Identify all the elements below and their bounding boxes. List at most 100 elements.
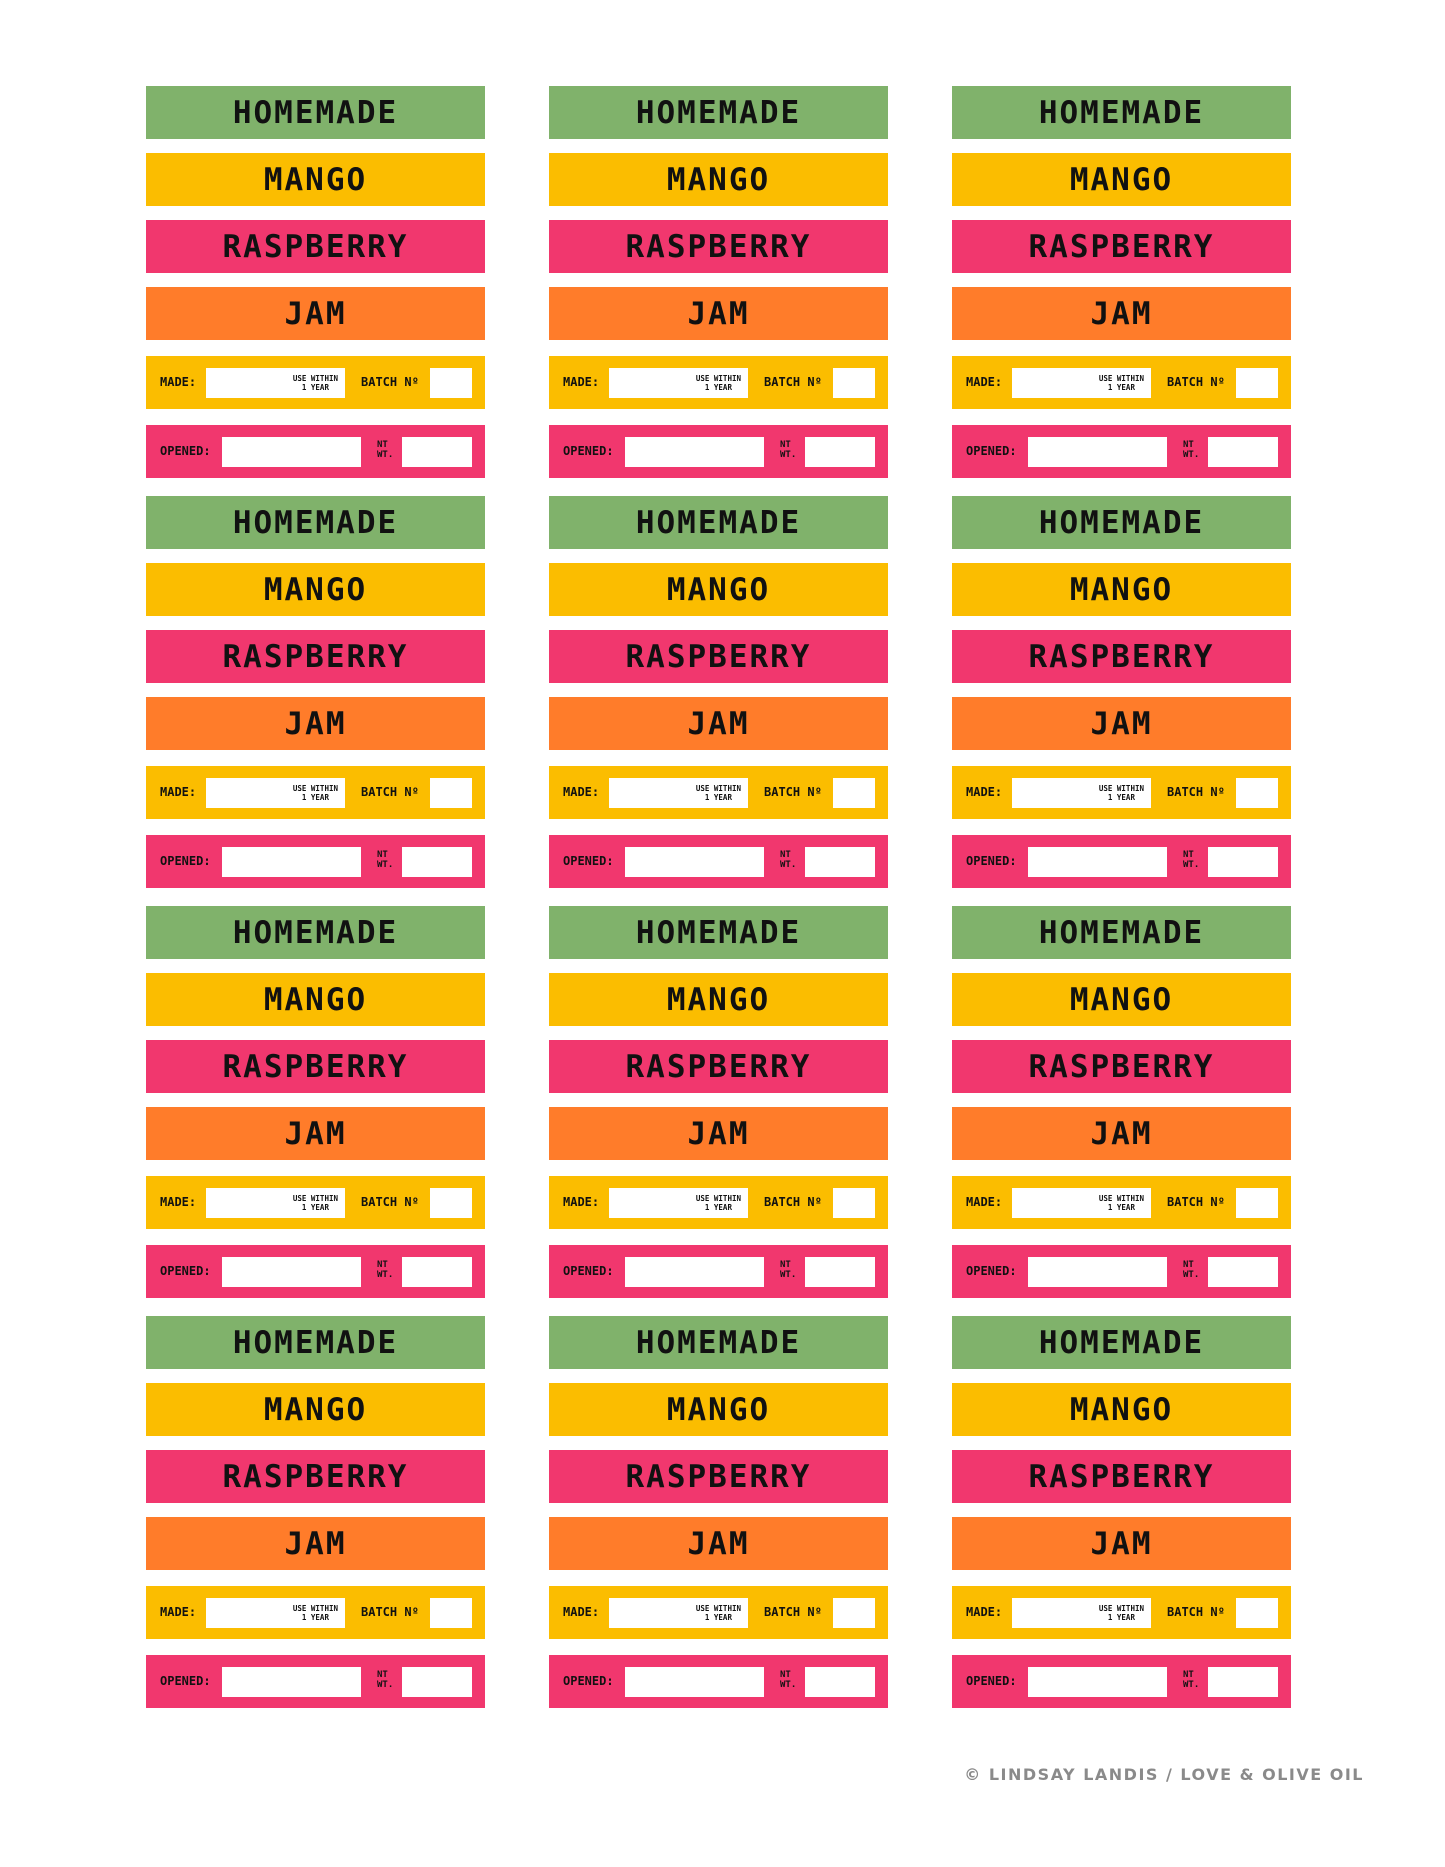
made-date-field[interactable]: USE WITHIN 1 YEAR bbox=[206, 1598, 345, 1628]
net-weight-field[interactable] bbox=[1208, 437, 1278, 467]
nt-text: NT bbox=[1183, 440, 1194, 450]
mango-band: MANGO bbox=[549, 563, 888, 616]
use-within-line1: USE WITHIN bbox=[1098, 1194, 1144, 1203]
opened-date-field[interactable] bbox=[222, 437, 361, 467]
use-within-line2: 1 YEAR bbox=[1107, 383, 1135, 392]
net-weight-field[interactable] bbox=[402, 1667, 472, 1697]
batch-number-field[interactable] bbox=[1236, 368, 1278, 398]
mango-text: MANGO bbox=[263, 571, 368, 608]
nt-text: NT bbox=[780, 850, 791, 860]
batch-number-field[interactable] bbox=[833, 1188, 875, 1218]
made-date-field[interactable]: USE WITHIN 1 YEAR bbox=[609, 368, 748, 398]
opened-label: OPENED: bbox=[160, 1264, 211, 1278]
made-row: MADE: USE WITHIN 1 YEAR BATCH Nº bbox=[146, 1176, 485, 1229]
batch-number-field[interactable] bbox=[430, 1188, 472, 1218]
made-row: MADE: USE WITHIN 1 YEAR BATCH Nº bbox=[952, 1176, 1291, 1229]
opened-label: OPENED: bbox=[966, 444, 1017, 458]
use-within-line2: 1 YEAR bbox=[704, 793, 732, 802]
batch-number-field[interactable] bbox=[833, 778, 875, 808]
net-weight-field[interactable] bbox=[402, 847, 472, 877]
wt-text: WT. bbox=[780, 1680, 797, 1690]
use-within-line1: USE WITHIN bbox=[695, 1604, 741, 1613]
mango-band: MANGO bbox=[146, 153, 485, 206]
use-within-note: USE WITHIN 1 YEAR bbox=[696, 1194, 741, 1212]
made-row: MADE: USE WITHIN 1 YEAR BATCH Nº bbox=[952, 766, 1291, 819]
opened-date-field[interactable] bbox=[222, 1257, 361, 1287]
made-label: MADE: bbox=[966, 1195, 1003, 1209]
net-weight-field[interactable] bbox=[805, 847, 875, 877]
made-label: MADE: bbox=[966, 1605, 1003, 1619]
raspberry-band: RASPBERRY bbox=[952, 220, 1291, 273]
made-date-field[interactable]: USE WITHIN 1 YEAR bbox=[1012, 1188, 1151, 1218]
mango-text: MANGO bbox=[263, 981, 368, 1018]
wt-text: WT. bbox=[377, 1270, 394, 1280]
net-weight-field[interactable] bbox=[805, 1667, 875, 1697]
opened-date-field[interactable] bbox=[625, 1257, 764, 1287]
made-date-field[interactable]: USE WITHIN 1 YEAR bbox=[609, 1598, 748, 1628]
jam-text: JAM bbox=[1090, 1115, 1153, 1152]
opened-date-field[interactable] bbox=[222, 847, 361, 877]
opened-date-field[interactable] bbox=[1028, 1667, 1167, 1697]
opened-date-field[interactable] bbox=[625, 847, 764, 877]
net-weight-label: NT WT. bbox=[377, 440, 393, 460]
batch-number-field[interactable] bbox=[1236, 1188, 1278, 1218]
opened-date-field[interactable] bbox=[1028, 1257, 1167, 1287]
use-within-line1: USE WITHIN bbox=[1098, 1604, 1144, 1613]
made-date-field[interactable]: USE WITHIN 1 YEAR bbox=[206, 778, 345, 808]
made-date-field[interactable]: USE WITHIN 1 YEAR bbox=[1012, 1598, 1151, 1628]
made-date-field[interactable]: USE WITHIN 1 YEAR bbox=[1012, 778, 1151, 808]
batch-number-field[interactable] bbox=[1236, 778, 1278, 808]
batch-label: BATCH Nº bbox=[764, 785, 822, 799]
mango-text: MANGO bbox=[263, 161, 368, 198]
net-weight-field[interactable] bbox=[1208, 1667, 1278, 1697]
use-within-line1: USE WITHIN bbox=[292, 1194, 338, 1203]
made-row: MADE: USE WITHIN 1 YEAR BATCH Nº bbox=[549, 766, 888, 819]
batch-label: BATCH Nº bbox=[764, 375, 822, 389]
made-row: MADE: USE WITHIN 1 YEAR BATCH Nº bbox=[146, 356, 485, 409]
mango-band: MANGO bbox=[549, 973, 888, 1026]
opened-label: OPENED: bbox=[563, 1674, 614, 1688]
opened-date-field[interactable] bbox=[625, 1667, 764, 1697]
made-date-field[interactable]: USE WITHIN 1 YEAR bbox=[609, 778, 748, 808]
homemade-text: HOMEMADE bbox=[232, 94, 399, 131]
made-date-field[interactable]: USE WITHIN 1 YEAR bbox=[609, 1188, 748, 1218]
batch-number-field[interactable] bbox=[430, 778, 472, 808]
net-weight-field[interactable] bbox=[805, 437, 875, 467]
opened-row: OPENED: NT WT. bbox=[146, 835, 485, 888]
homemade-text: HOMEMADE bbox=[635, 914, 802, 951]
opened-date-field[interactable] bbox=[222, 1667, 361, 1697]
net-weight-field[interactable] bbox=[402, 437, 472, 467]
made-date-field[interactable]: USE WITHIN 1 YEAR bbox=[206, 368, 345, 398]
opened-date-field[interactable] bbox=[1028, 847, 1167, 877]
batch-number-field[interactable] bbox=[1236, 1598, 1278, 1628]
nt-text: NT bbox=[1183, 850, 1194, 860]
mango-band: MANGO bbox=[146, 563, 485, 616]
jam-band: JAM bbox=[146, 1107, 485, 1160]
net-weight-field[interactable] bbox=[805, 1257, 875, 1287]
mango-text: MANGO bbox=[666, 981, 771, 1018]
wt-text: WT. bbox=[1183, 860, 1200, 870]
made-date-field[interactable]: USE WITHIN 1 YEAR bbox=[1012, 368, 1151, 398]
batch-number-field[interactable] bbox=[833, 1598, 875, 1628]
use-within-line2: 1 YEAR bbox=[1107, 793, 1135, 802]
use-within-note: USE WITHIN 1 YEAR bbox=[696, 374, 741, 392]
mango-text: MANGO bbox=[1069, 571, 1174, 608]
net-weight-field[interactable] bbox=[402, 1257, 472, 1287]
wt-text: WT. bbox=[1183, 450, 1200, 460]
opened-date-field[interactable] bbox=[1028, 437, 1167, 467]
jam-band: JAM bbox=[549, 1107, 888, 1160]
use-within-line1: USE WITHIN bbox=[292, 1604, 338, 1613]
use-within-note: USE WITHIN 1 YEAR bbox=[1099, 1604, 1144, 1622]
net-weight-field[interactable] bbox=[1208, 847, 1278, 877]
made-date-field[interactable]: USE WITHIN 1 YEAR bbox=[206, 1188, 345, 1218]
net-weight-label: NT WT. bbox=[780, 440, 796, 460]
batch-number-field[interactable] bbox=[833, 368, 875, 398]
net-weight-field[interactable] bbox=[1208, 1257, 1278, 1287]
net-weight-label: NT WT. bbox=[1183, 1670, 1199, 1690]
homemade-band: HOMEMADE bbox=[549, 906, 888, 959]
homemade-band: HOMEMADE bbox=[952, 496, 1291, 549]
batch-number-field[interactable] bbox=[430, 1598, 472, 1628]
opened-date-field[interactable] bbox=[625, 437, 764, 467]
made-row: MADE: USE WITHIN 1 YEAR BATCH Nº bbox=[952, 1586, 1291, 1639]
batch-number-field[interactable] bbox=[430, 368, 472, 398]
